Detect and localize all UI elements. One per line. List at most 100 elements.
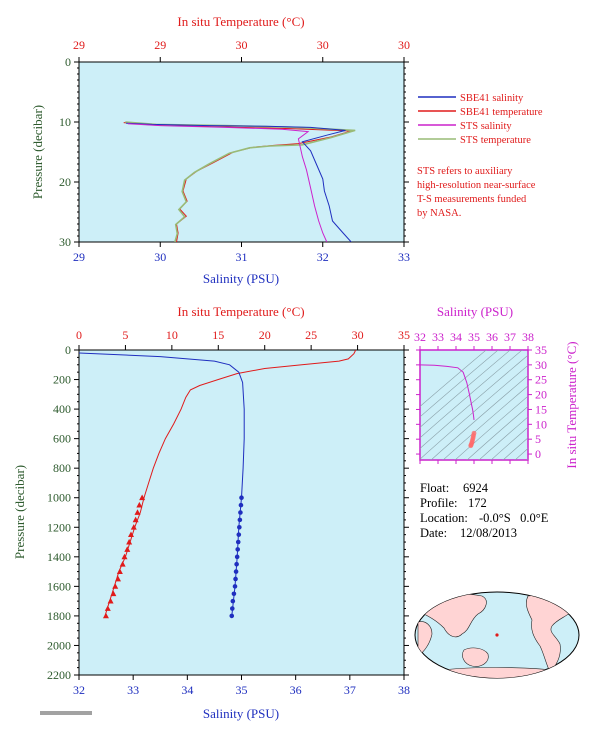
top-x-tick-label: 30 — [154, 250, 166, 264]
location-label: Location: — [420, 511, 468, 525]
profile-y-tick-label: 800 — [53, 461, 71, 475]
top-series-line — [127, 123, 328, 242]
profile-x-ticks: 32 33 34 35 36 37 38 — [73, 675, 410, 697]
temperature-marker — [126, 538, 133, 545]
profile-x-tick-label: 33 — [127, 683, 139, 697]
float-value: 6924 — [463, 481, 489, 495]
sts-note-line-3: T-S measurements funded — [417, 194, 527, 205]
profile-x-tick-label: 35 — [236, 683, 248, 697]
temperature-marker — [116, 568, 123, 574]
top-x-tick-label: 32 — [317, 250, 329, 264]
top-top-ticks: 29 29 30 30 30 — [73, 38, 410, 62]
top-legend: SBE41 salinity SBE41 temperature STS salin… — [418, 93, 543, 146]
profile-top-tick-label: 35 — [398, 328, 410, 342]
top-plot-area — [78, 61, 405, 243]
profile-y-tick-label: 1000 — [47, 491, 71, 505]
salinity-marker — [233, 576, 238, 582]
top-series-line — [123, 122, 352, 242]
ts-density-contour — [490, 426, 528, 460]
profile-pressure-axis-title: Pressure (decibar) — [12, 465, 27, 559]
profile-y-ticks: 0 200 400 600 800 1000 1200 1400 1600 1800 2000 220… — [47, 343, 409, 682]
ts-y-tick-label: 5 — [535, 432, 541, 446]
salinity-marker — [229, 606, 235, 611]
profile-y-tick-label: 200 — [53, 373, 71, 387]
ts-x-tick-label: 37 — [504, 330, 516, 344]
profile-temperature-line — [104, 350, 357, 617]
top-x-tick-label: 29 — [73, 250, 85, 264]
top-top-tick-label: 30 — [317, 38, 329, 52]
salinity-marker — [237, 517, 243, 523]
ts-marker — [468, 443, 474, 449]
ts-density-contour — [430, 375, 528, 460]
profile-top-ticks: 0 5 10 15 20 25 30 35 — [76, 328, 410, 350]
profile-x-tick-label: 37 — [344, 683, 356, 697]
profile-y-tick-label: 1600 — [47, 579, 71, 593]
location-value: -0.0°S 0.0°E — [479, 511, 549, 525]
sts-note-line-2: high-resolution near-surface — [417, 180, 536, 191]
salinity-marker — [229, 613, 235, 619]
ts-x-tick-label: 32 — [414, 330, 426, 344]
top-salinity-axis-title: Salinity (PSU) — [203, 271, 279, 286]
top-x-tick-label: 31 — [236, 250, 248, 264]
legend-label: SBE41 temperature — [460, 107, 543, 118]
salinity-marker — [230, 598, 236, 604]
top-top-tick-label: 29 — [73, 38, 85, 52]
profile-y-tick-label: 2000 — [47, 638, 71, 652]
temperature-marker — [115, 575, 121, 582]
profile-x-tick-label: 38 — [398, 683, 410, 697]
legend-label: SBE41 salinity — [460, 93, 524, 104]
ts-density-contour — [420, 350, 511, 428]
profile-y-tick-label: 2200 — [47, 668, 71, 682]
profile-series — [79, 350, 357, 619]
top-x-ticks: 29 30 31 32 33 — [73, 242, 410, 264]
date-label: Date: — [420, 526, 447, 540]
temperature-marker — [104, 605, 111, 611]
top-top-tick-label: 30 — [236, 38, 248, 52]
profile-top-tick-label: 10 — [166, 328, 178, 342]
salinity-marker — [234, 554, 240, 560]
ts-density-contour — [514, 448, 528, 460]
ts-density-contour — [420, 354, 528, 449]
salinity-marker — [237, 524, 242, 530]
profile-chart: 0200400600800100012001400160018002000220… — [12, 304, 410, 721]
top-x-tick-label: 33 — [398, 250, 410, 264]
profile-top-tick-label: 30 — [352, 328, 364, 342]
ts-y-tick-label: 10 — [535, 417, 547, 431]
salinity-marker — [231, 591, 237, 597]
profile-y-tick-label: 1400 — [47, 550, 71, 564]
salinity-marker — [234, 561, 239, 567]
ts-y-tick-label: 30 — [535, 358, 547, 372]
ts-density-contour — [420, 350, 487, 407]
top-top-tick-label: 30 — [398, 38, 410, 52]
top-series — [123, 121, 356, 242]
profile-x-tick-label: 34 — [181, 683, 193, 697]
ts-density-contour — [442, 385, 528, 460]
top-y-tick-label: 20 — [59, 175, 71, 189]
top-pressure-axis-title: Pressure (decibar) — [30, 105, 45, 199]
top-top-tick-label: 29 — [154, 38, 166, 52]
ts-x-tick-label: 33 — [432, 330, 444, 344]
float-label: Float: — [420, 481, 449, 495]
temperature-marker — [124, 546, 131, 552]
salinity-marker — [233, 569, 239, 574]
ts-series — [420, 364, 477, 449]
temperature-marker — [132, 516, 139, 523]
profile-y-tick-label: 0 — [65, 343, 71, 357]
ts-x-tick-label: 36 — [486, 330, 498, 344]
profile-top-tick-label: 0 — [76, 328, 82, 342]
profile-top-tick-label: 5 — [122, 328, 128, 342]
ts-density-contour — [466, 406, 528, 460]
sts-note-line-1: STS refers to auxiliary — [417, 166, 513, 177]
profile-top-tick-label: 20 — [259, 328, 271, 342]
ts-density-contour — [420, 350, 523, 439]
temperature-marker — [102, 612, 109, 619]
temperature-marker — [110, 590, 117, 597]
top-y-tick-label: 0 — [65, 55, 71, 69]
temperature-marker — [119, 561, 126, 567]
legend-label: STS salinity — [460, 121, 512, 132]
salinity-marker — [239, 495, 244, 501]
ts-y-tick-label: 25 — [535, 373, 547, 387]
top-series-line — [126, 122, 352, 242]
